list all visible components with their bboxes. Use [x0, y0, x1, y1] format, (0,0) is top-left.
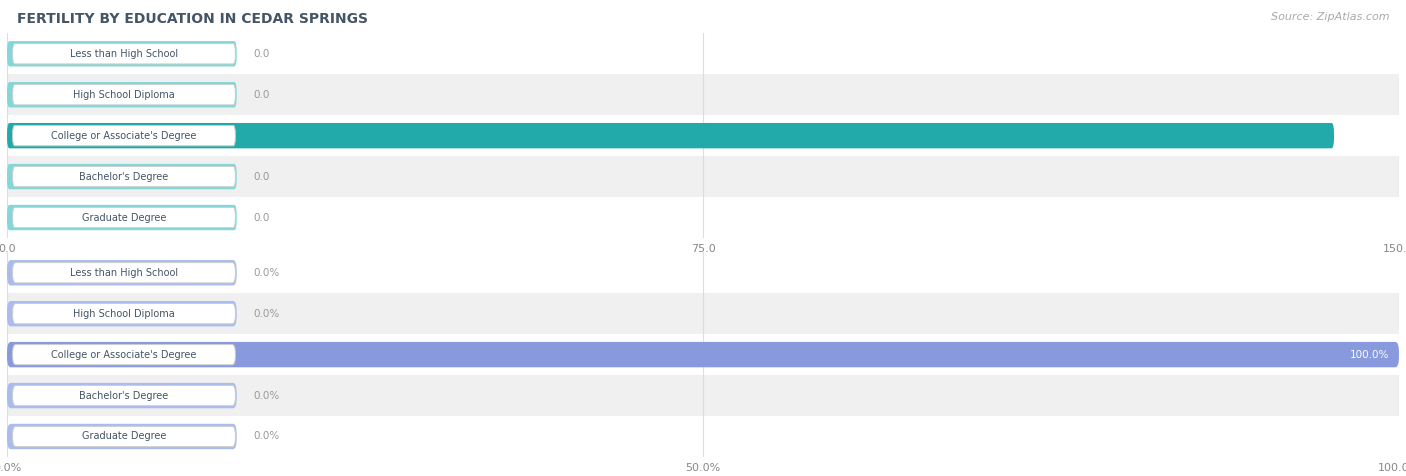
- Bar: [7, 416, 1399, 457]
- FancyBboxPatch shape: [13, 85, 235, 105]
- FancyBboxPatch shape: [13, 386, 235, 406]
- Text: Source: ZipAtlas.com: Source: ZipAtlas.com: [1271, 12, 1389, 22]
- Text: 0.0%: 0.0%: [253, 390, 280, 401]
- Text: 0.0: 0.0: [253, 89, 270, 100]
- Text: Less than High School: Less than High School: [70, 268, 179, 278]
- Text: 0.0%: 0.0%: [253, 268, 280, 278]
- Text: 0.0: 0.0: [253, 49, 270, 59]
- FancyBboxPatch shape: [7, 383, 236, 408]
- Text: 143.0: 143.0: [1360, 130, 1389, 141]
- Text: Less than High School: Less than High School: [70, 49, 179, 59]
- FancyBboxPatch shape: [13, 126, 235, 146]
- Text: College or Associate's Degree: College or Associate's Degree: [51, 349, 197, 360]
- FancyBboxPatch shape: [7, 164, 236, 189]
- Bar: [7, 197, 1399, 238]
- Bar: [7, 375, 1399, 416]
- Bar: [7, 293, 1399, 334]
- Bar: [7, 334, 1399, 375]
- Text: Graduate Degree: Graduate Degree: [82, 212, 166, 223]
- FancyBboxPatch shape: [13, 208, 235, 228]
- Text: 100.0%: 100.0%: [1350, 349, 1389, 360]
- FancyBboxPatch shape: [13, 304, 235, 324]
- FancyBboxPatch shape: [7, 41, 236, 67]
- Text: 0.0%: 0.0%: [253, 308, 280, 319]
- FancyBboxPatch shape: [7, 424, 236, 449]
- Bar: [7, 115, 1399, 156]
- FancyBboxPatch shape: [7, 82, 236, 108]
- FancyBboxPatch shape: [7, 260, 236, 286]
- FancyBboxPatch shape: [7, 123, 1334, 149]
- Bar: [7, 33, 1399, 74]
- FancyBboxPatch shape: [7, 342, 1399, 367]
- Text: Bachelor's Degree: Bachelor's Degree: [79, 171, 169, 182]
- FancyBboxPatch shape: [13, 345, 235, 365]
- Text: Graduate Degree: Graduate Degree: [82, 431, 166, 442]
- FancyBboxPatch shape: [7, 301, 236, 327]
- Text: Bachelor's Degree: Bachelor's Degree: [79, 390, 169, 401]
- Text: High School Diploma: High School Diploma: [73, 308, 174, 319]
- Text: 0.0: 0.0: [253, 171, 270, 182]
- Text: 0.0%: 0.0%: [253, 431, 280, 442]
- Bar: [7, 156, 1399, 197]
- FancyBboxPatch shape: [13, 167, 235, 187]
- FancyBboxPatch shape: [13, 44, 235, 64]
- FancyBboxPatch shape: [7, 205, 236, 230]
- Text: FERTILITY BY EDUCATION IN CEDAR SPRINGS: FERTILITY BY EDUCATION IN CEDAR SPRINGS: [17, 12, 368, 26]
- Text: High School Diploma: High School Diploma: [73, 89, 174, 100]
- FancyBboxPatch shape: [13, 263, 235, 283]
- Text: 0.0: 0.0: [253, 212, 270, 223]
- FancyBboxPatch shape: [13, 426, 235, 446]
- Bar: [7, 252, 1399, 293]
- Bar: [7, 74, 1399, 115]
- Text: College or Associate's Degree: College or Associate's Degree: [51, 130, 197, 141]
